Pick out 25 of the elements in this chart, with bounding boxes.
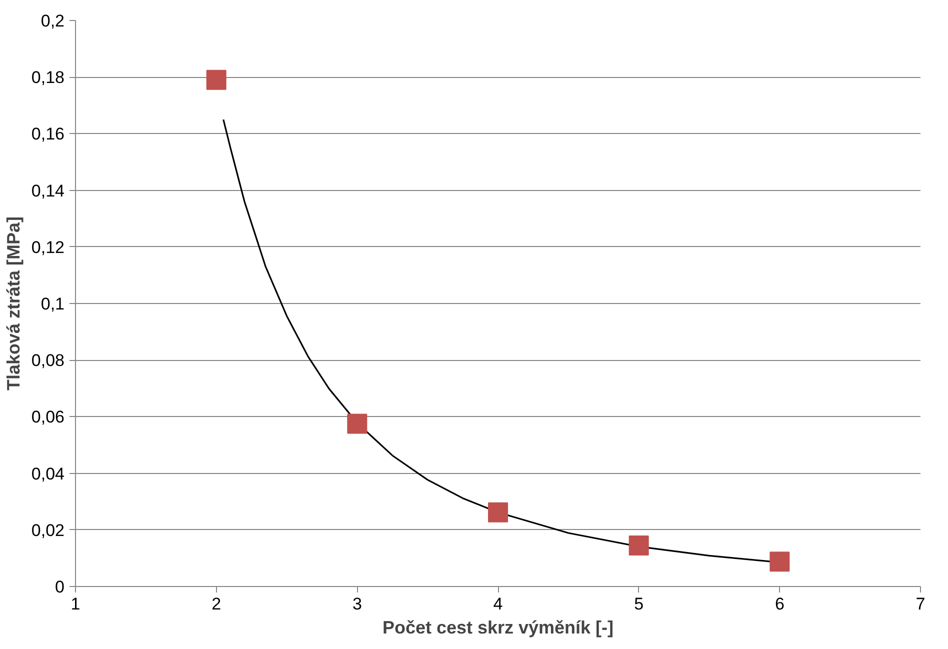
x-tick-label: 5 <box>634 594 644 614</box>
y-tick-label: 0,18 <box>31 68 65 88</box>
point <box>347 414 368 434</box>
y-tick-label: 0,12 <box>31 238 65 257</box>
x-tick-label: 7 <box>916 594 926 614</box>
point <box>770 552 790 572</box>
y-tick-label: 0,1 <box>40 294 65 314</box>
y-tick-label: 0,2 <box>40 12 65 30</box>
y-tick-label: 0,14 <box>31 181 65 200</box>
point <box>628 535 649 556</box>
point <box>206 70 226 90</box>
x-tick-label: 6 <box>774 594 784 614</box>
x-tick-label: 2 <box>212 594 222 614</box>
x-tick-label: 4 <box>493 594 503 614</box>
x-axis-title: Počet cest skrz výměník [-] <box>382 618 614 638</box>
y-axis-title: Tlaková ztráta [MPa] <box>3 216 24 391</box>
y-tick-label: 0,16 <box>31 124 65 144</box>
y-tick-label: 0,04 <box>31 464 65 484</box>
point <box>488 502 508 522</box>
y-tick-label: 0,06 <box>31 408 65 427</box>
x-tick-label: 3 <box>352 594 362 614</box>
x-tick-label: 1 <box>70 594 80 614</box>
y-tick-label: 0,08 <box>31 351 65 370</box>
y-tick-label: 0 <box>55 578 65 596</box>
y-tick-label: 0,02 <box>31 520 65 540</box>
